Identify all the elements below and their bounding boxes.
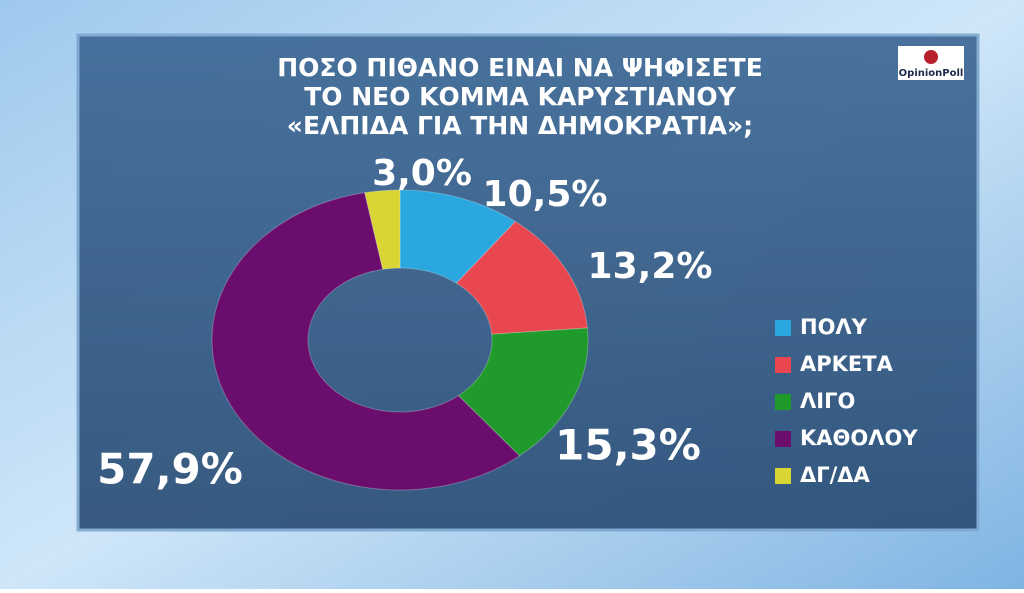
data-label: 13,2% [588,246,713,287]
chart-title: «ΕΛΠΙΔΑ ΓΙΑ ΤΗΝ ΔΗΜΟΚΡΑΤΙΑ»; [287,111,753,140]
legend-label: ΠΟΛΥ [800,315,868,339]
logo-mark [924,50,938,64]
donut-segment [455,220,588,335]
legend-label: ΑΡΚΕΤΑ [800,352,894,376]
legend-swatch [775,431,791,447]
logo-text: OpinionPoll [899,68,964,79]
legend-label: ΛΙΓΟ [800,389,855,413]
legend-swatch [775,468,791,484]
donut-segment [211,192,521,491]
data-label: 15,3% [555,421,701,470]
donut-segment [399,189,517,284]
legend-swatch [775,357,791,373]
legend-swatch [775,394,791,410]
legend-swatch [775,320,791,336]
donut-segment [457,327,589,457]
data-label: 3,0% [372,153,472,194]
data-label: 57,9% [97,445,243,494]
legend-label: ΚΑΘΟΛΟΥ [800,426,918,450]
data-label: 10,5% [483,174,608,215]
chart-title: ΤΟ ΝΕΟ ΚΟΜΜΑ ΚΑΡΥΣΤΙΑΝΟΥ [304,82,737,111]
chart-title: ΠΟΣΟ ΠΙΘΑΝΟ ΕΙΝΑΙ ΝΑ ΨΗΦΙΣΕΤΕ [277,53,763,82]
legend-label: ΔΓ/ΔΑ [800,463,871,487]
donut-segment [364,189,401,270]
